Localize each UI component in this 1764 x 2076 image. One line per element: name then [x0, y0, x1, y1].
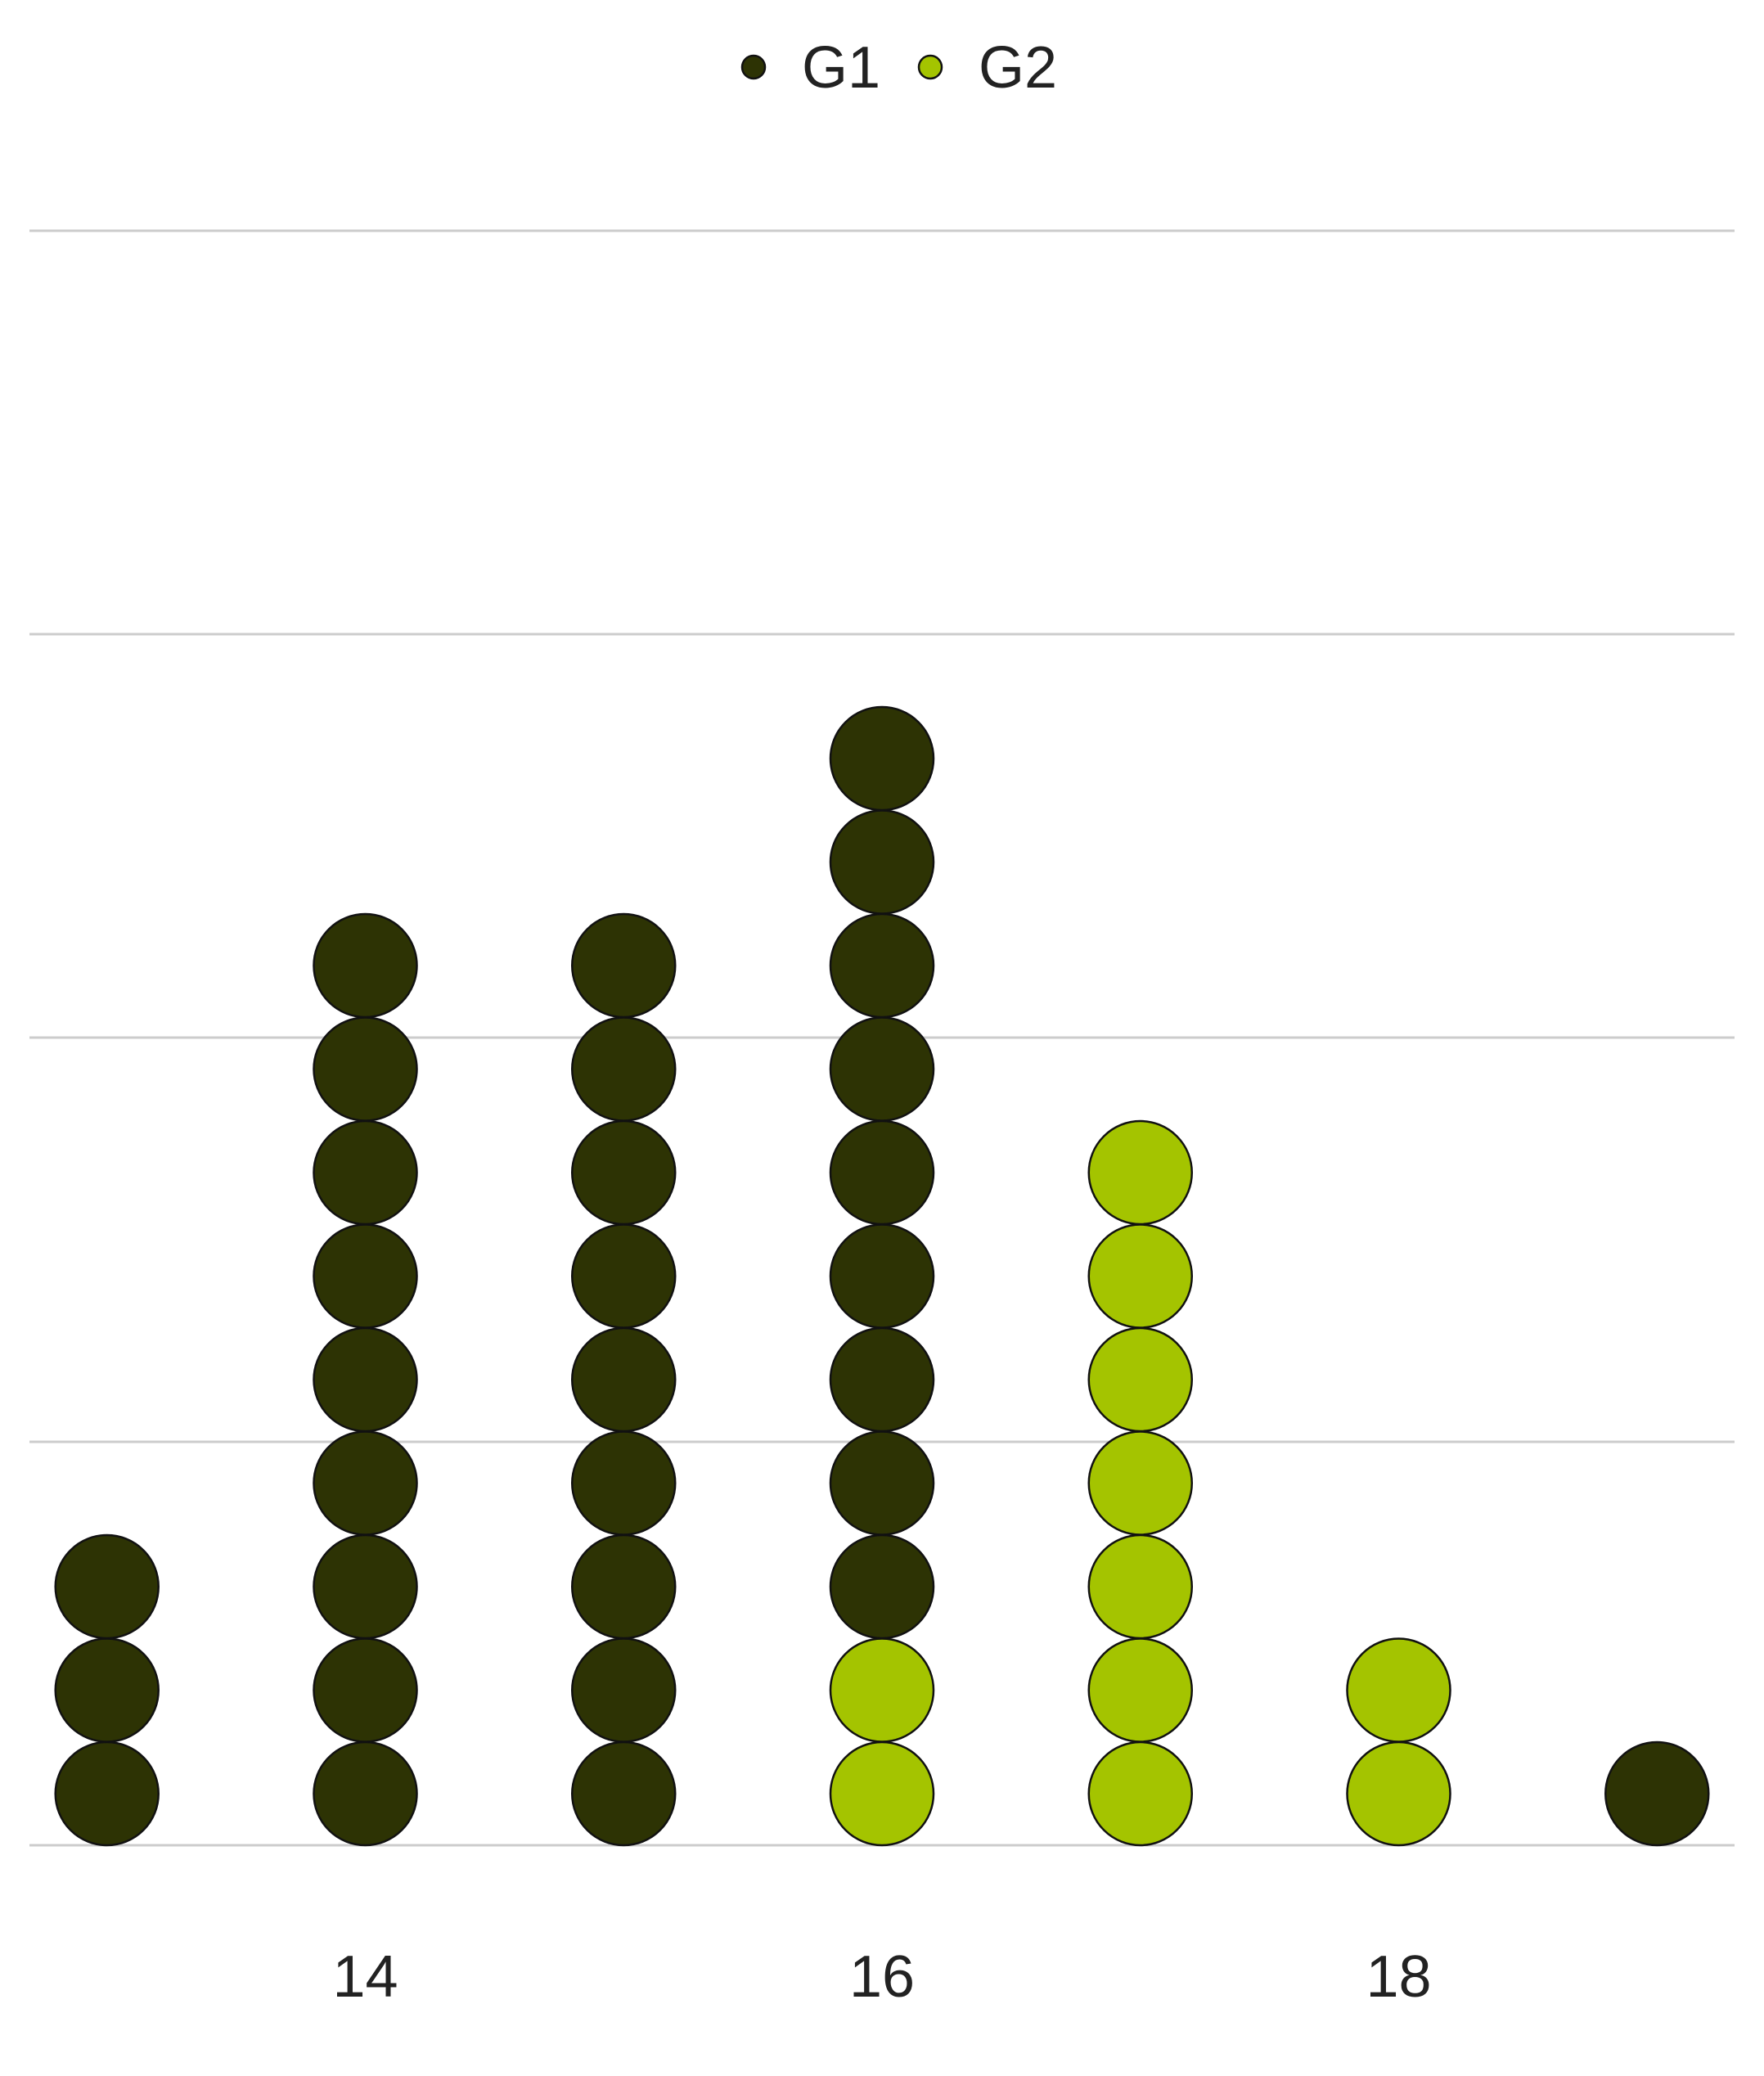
- dot-g1: [54, 1533, 160, 1640]
- dot-g1: [570, 1119, 677, 1226]
- dot-g1: [313, 912, 418, 1019]
- dot-g1: [829, 1119, 935, 1226]
- dot-g1: [313, 1430, 418, 1536]
- dot-g1: [54, 1637, 160, 1743]
- dot-g1: [829, 1223, 935, 1329]
- dot-g1: [313, 1016, 418, 1122]
- dot-g1: [570, 1637, 677, 1743]
- dot-g2: [1087, 1223, 1194, 1329]
- dot-g1: [829, 1430, 935, 1536]
- dot-g1: [313, 1637, 418, 1743]
- dot-g1: [54, 1741, 160, 1847]
- dot-g2: [1087, 1119, 1194, 1226]
- dot-g1: [829, 1533, 935, 1640]
- legend-label: G1: [802, 35, 880, 101]
- dot-g2: [1087, 1533, 1194, 1640]
- x-tick-label: 16: [849, 1944, 915, 2010]
- dot-g1: [1604, 1741, 1710, 1847]
- legend-item-g1: G1: [740, 35, 880, 101]
- legend-swatch: [917, 54, 943, 80]
- dot-g1: [570, 1430, 677, 1536]
- data-dots: [54, 705, 1710, 1847]
- dot-g1: [829, 705, 935, 812]
- x-axis-ticks: 14 16 18: [332, 1944, 1431, 2010]
- dot-g1: [313, 1741, 418, 1847]
- dot-g1: [313, 1533, 418, 1640]
- dot-g2: [1087, 1741, 1194, 1847]
- dot-g1: [570, 1326, 677, 1433]
- dot-g1: [829, 1326, 935, 1433]
- x-tick-label: 14: [332, 1944, 398, 2010]
- legend-label: G2: [979, 35, 1057, 101]
- dot-g1: [829, 912, 935, 1019]
- dot-g1: [570, 1223, 677, 1329]
- dot-g1: [829, 809, 935, 915]
- dot-g1: [570, 1533, 677, 1640]
- dot-g1: [313, 1119, 418, 1226]
- dot-g2: [1087, 1326, 1194, 1433]
- legend: G1 G2: [740, 35, 1057, 101]
- dot-g1: [570, 1016, 677, 1122]
- dot-g2: [1087, 1430, 1194, 1536]
- dot-g1: [570, 912, 677, 1019]
- dot-g1: [570, 1741, 677, 1847]
- dot-g2: [829, 1637, 935, 1743]
- x-tick-label: 18: [1366, 1944, 1431, 2010]
- legend-swatch: [740, 54, 767, 80]
- dot-g1: [313, 1223, 418, 1329]
- dot-g1: [313, 1326, 418, 1433]
- dot-g2: [829, 1741, 935, 1847]
- legend-item-g2: G2: [917, 35, 1057, 101]
- dot-g2: [1346, 1741, 1451, 1847]
- dot-g2: [1087, 1637, 1194, 1743]
- dot-g1: [829, 1016, 935, 1122]
- dot-g2: [1346, 1637, 1451, 1743]
